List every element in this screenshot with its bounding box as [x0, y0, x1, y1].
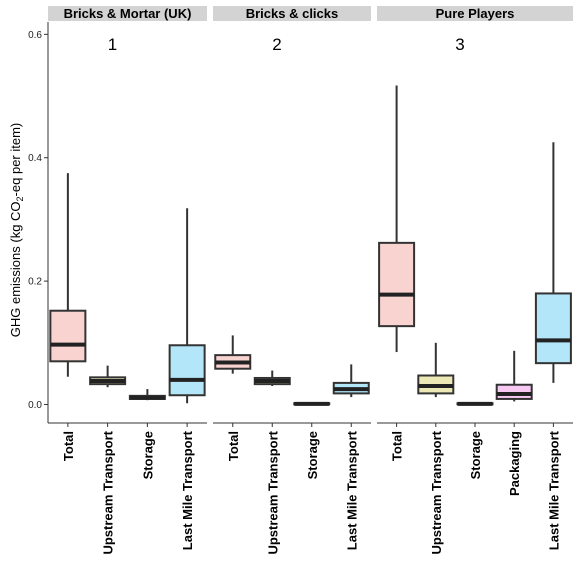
- x-tick-label: Last Mile Transport: [180, 430, 195, 550]
- y-axis-label-suffix: -eq per item): [8, 123, 23, 197]
- box-storage: Storage: [293, 401, 331, 479]
- x-tick-label: Storage: [468, 431, 483, 479]
- box-upstream-transport: Upstream Transport: [417, 342, 455, 555]
- x-tick-label: Last Mile Transport: [546, 430, 561, 550]
- box-packaging: Packaging: [495, 350, 533, 496]
- x-tick-label: Total: [226, 431, 241, 461]
- box-upstream-transport: Upstream Transport: [253, 370, 291, 555]
- x-tick-label: Storage: [140, 431, 155, 479]
- y-tick-label: 0.2: [28, 277, 42, 288]
- box-last-mile-transport: Last Mile Transport: [534, 142, 572, 550]
- panel-strip: [377, 6, 573, 21]
- box-total: Total: [49, 173, 87, 461]
- box-storage: Storage: [456, 401, 494, 479]
- box-total: Total: [214, 335, 252, 461]
- y-axis-label-subscript: 2: [15, 196, 25, 201]
- panel-strip: [213, 6, 371, 21]
- y-tick-label: 0.6: [28, 30, 42, 41]
- box-last-mile-transport: Last Mile Transport: [332, 364, 370, 550]
- y-axis-label-prefix: GHG emissions (kg CO: [8, 201, 23, 337]
- panel-pure-players: Pure Players 3 Total Upstream Transport Stor…: [377, 6, 573, 555]
- box-total: Total: [378, 85, 416, 461]
- panel-title: Bricks & Mortar (UK): [64, 6, 192, 21]
- box-body: [534, 292, 572, 365]
- y-tick-label: 0.4: [28, 153, 42, 164]
- panel-title: Pure Players: [436, 6, 515, 21]
- y-tick-label: 0.0: [28, 400, 42, 411]
- box-upstream-transport: Upstream Transport: [89, 365, 127, 555]
- plot-area: 0.0 0.2 0.4 0.6 Bricks & Mortar (UK) 1 Total Up…: [28, 6, 573, 555]
- panel-number: 2: [272, 35, 281, 54]
- box-body: [168, 344, 206, 397]
- box-storage: Storage: [128, 389, 166, 479]
- box-body: [495, 383, 533, 400]
- x-tick-label: Packaging: [507, 431, 522, 496]
- x-tick-label: Upstream Transport: [429, 430, 444, 554]
- panel-bricks-clicks: Bricks & clicks 2 Total Upstream Transport S…: [213, 6, 371, 555]
- box-body: [49, 309, 87, 363]
- panel-number: 3: [455, 35, 464, 54]
- box-last-mile-transport: Last Mile Transport: [168, 208, 206, 550]
- x-tick-label: Last Mile Transport: [344, 430, 359, 550]
- x-tick-label: Storage: [305, 431, 320, 479]
- y-axis-label: GHG emissions (kg CO2-eq per item): [8, 123, 25, 338]
- panel-title: Bricks & clicks: [246, 6, 339, 21]
- x-tick-label: Total: [61, 431, 76, 461]
- panel-strip: [48, 6, 207, 21]
- x-tick-label: Upstream Transport: [101, 430, 116, 554]
- panel-bricks-mortar-uk: Bricks & Mortar (UK) 1 Total Upstream Trans…: [48, 6, 207, 555]
- panel-number: 1: [108, 35, 117, 54]
- box-body: [378, 241, 416, 328]
- x-tick-label: Upstream Transport: [265, 430, 280, 554]
- x-tick-label: Total: [390, 431, 405, 461]
